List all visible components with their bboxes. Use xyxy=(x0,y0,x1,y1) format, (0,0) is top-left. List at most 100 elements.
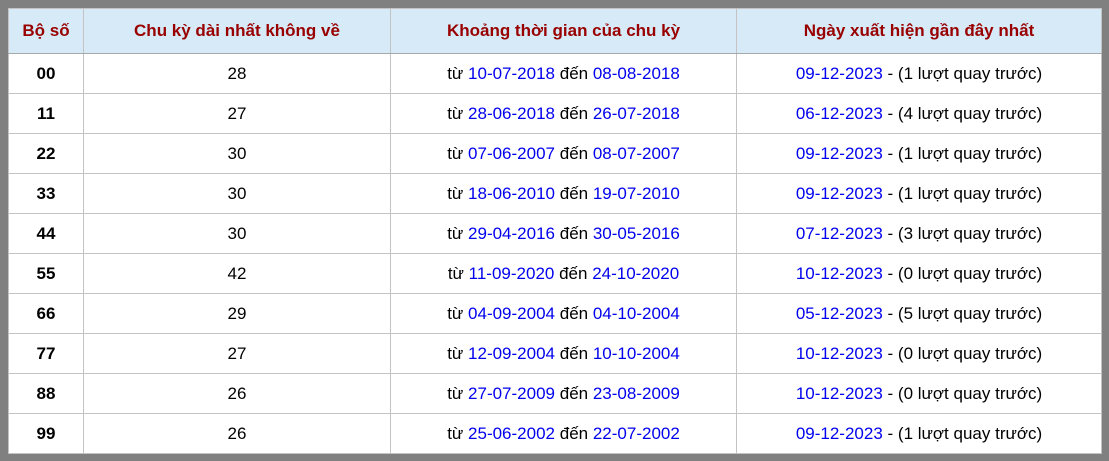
longest-cycle-value: 30 xyxy=(83,213,391,254)
pair-number: 11 xyxy=(8,93,84,134)
to-date-link[interactable]: 22-07-2002 xyxy=(592,423,680,443)
recent-note: - (0 lượt quay trước) xyxy=(887,263,1043,283)
recent-appearance: 10-12-2023 - (0 lượt quay trước) xyxy=(736,253,1102,294)
from-label: từ xyxy=(447,423,464,443)
pair-number: 00 xyxy=(8,53,84,94)
longest-cycle-value: 27 xyxy=(83,333,391,374)
table-row: 11 27 từ 28-06-2018 đến 26-07-2018 06-12… xyxy=(8,93,1102,134)
recent-date-link[interactable]: 09-12-2023 xyxy=(795,143,883,163)
to-label: đến xyxy=(559,183,589,203)
pair-number: 66 xyxy=(8,293,84,334)
recent-date-link[interactable]: 09-12-2023 xyxy=(795,183,883,203)
from-date-link[interactable]: 12-09-2004 xyxy=(468,343,555,363)
recent-date-link[interactable]: 05-12-2023 xyxy=(795,303,883,323)
table-row: 66 29 từ 04-09-2004 đến 04-10-2004 05-12… xyxy=(8,293,1102,334)
to-label: đến xyxy=(559,103,589,123)
table-row: 55 42 từ 11-09-2020 đến 24-10-2020 10-12… xyxy=(8,253,1102,294)
recent-date-link[interactable]: 09-12-2023 xyxy=(795,63,883,83)
col-header-longest-cycle: Chu kỳ dài nhất không về xyxy=(83,8,391,54)
from-label: từ xyxy=(447,263,464,283)
from-label: từ xyxy=(447,223,464,243)
pair-number: 33 xyxy=(8,173,84,214)
to-label: đến xyxy=(559,143,589,163)
longest-cycle-value: 28 xyxy=(83,53,391,94)
to-date-link[interactable]: 23-08-2009 xyxy=(592,383,680,403)
to-label: đến xyxy=(559,423,589,443)
recent-note: - (1 lượt quay trước) xyxy=(887,183,1043,203)
to-date-link[interactable]: 08-07-2007 xyxy=(592,143,680,163)
recent-appearance: 09-12-2023 - (1 lượt quay trước) xyxy=(736,173,1102,214)
pair-number: 99 xyxy=(8,413,84,454)
cycle-period: từ 12-09-2004 đến 10-10-2004 xyxy=(390,333,737,374)
to-date-link[interactable]: 10-10-2004 xyxy=(592,343,680,363)
recent-note: - (4 lượt quay trước) xyxy=(887,103,1043,123)
recent-appearance: 06-12-2023 - (4 lượt quay trước) xyxy=(736,93,1102,134)
from-label: từ xyxy=(447,103,464,123)
from-date-link[interactable]: 11-09-2020 xyxy=(468,263,555,283)
header-row: Bộ số Chu kỳ dài nhất không về Khoảng th… xyxy=(8,8,1102,54)
to-date-link[interactable]: 19-07-2010 xyxy=(592,183,680,203)
recent-date-link[interactable]: 10-12-2023 xyxy=(795,343,883,363)
table-row: 00 28 từ 10-07-2018 đến 08-08-2018 09-12… xyxy=(8,53,1102,94)
recent-date-link[interactable]: 09-12-2023 xyxy=(795,423,883,443)
longest-cycle-value: 30 xyxy=(83,133,391,174)
recent-date-link[interactable]: 10-12-2023 xyxy=(795,263,883,283)
cycle-period: từ 11-09-2020 đến 24-10-2020 xyxy=(390,253,737,294)
lottery-cycle-table: Bộ số Chu kỳ dài nhất không về Khoảng th… xyxy=(8,8,1102,454)
col-header-pair: Bộ số xyxy=(8,8,84,54)
pair-number: 55 xyxy=(8,253,84,294)
longest-cycle-value: 29 xyxy=(83,293,391,334)
to-date-link[interactable]: 26-07-2018 xyxy=(592,103,680,123)
recent-date-link[interactable]: 06-12-2023 xyxy=(795,103,883,123)
recent-note: - (1 lượt quay trước) xyxy=(887,63,1043,83)
longest-cycle-value: 30 xyxy=(83,173,391,214)
recent-date-link[interactable]: 10-12-2023 xyxy=(795,383,883,403)
from-date-link[interactable]: 07-06-2007 xyxy=(468,143,555,163)
cycle-period: từ 28-06-2018 đến 26-07-2018 xyxy=(390,93,737,134)
pair-number: 77 xyxy=(8,333,84,374)
cycle-period: từ 07-06-2007 đến 08-07-2007 xyxy=(390,133,737,174)
recent-note: - (1 lượt quay trước) xyxy=(887,423,1043,443)
table-row: 44 30 từ 29-04-2016 đến 30-05-2016 07-12… xyxy=(8,213,1102,254)
cycle-period: từ 18-06-2010 đến 19-07-2010 xyxy=(390,173,737,214)
recent-note: - (3 lượt quay trước) xyxy=(887,223,1043,243)
to-date-link[interactable]: 08-08-2018 xyxy=(592,63,680,83)
from-label: từ xyxy=(447,303,464,323)
recent-date-link[interactable]: 07-12-2023 xyxy=(795,223,883,243)
recent-appearance: 07-12-2023 - (3 lượt quay trước) xyxy=(736,213,1102,254)
from-date-link[interactable]: 29-04-2016 xyxy=(468,223,555,243)
to-label: đến xyxy=(559,223,589,243)
cycle-period: từ 04-09-2004 đến 04-10-2004 xyxy=(390,293,737,334)
pair-number: 22 xyxy=(8,133,84,174)
recent-appearance: 09-12-2023 - (1 lượt quay trước) xyxy=(736,133,1102,174)
from-date-link[interactable]: 27-07-2009 xyxy=(468,383,555,403)
from-label: từ xyxy=(447,343,464,363)
table-header: Bộ số Chu kỳ dài nhất không về Khoảng th… xyxy=(8,8,1102,54)
table-row: 88 26 từ 27-07-2009 đến 23-08-2009 10-12… xyxy=(8,373,1102,414)
to-date-link[interactable]: 24-10-2020 xyxy=(592,263,680,283)
cycle-period: từ 25-06-2002 đến 22-07-2002 xyxy=(390,413,737,454)
to-date-link[interactable]: 04-10-2004 xyxy=(592,303,680,323)
table-body: 00 28 từ 10-07-2018 đến 08-08-2018 09-12… xyxy=(8,53,1102,454)
recent-appearance: 09-12-2023 - (1 lượt quay trước) xyxy=(736,53,1102,94)
to-date-link[interactable]: 30-05-2016 xyxy=(592,223,680,243)
from-date-link[interactable]: 25-06-2002 xyxy=(468,423,555,443)
from-label: từ xyxy=(447,383,464,403)
pair-number: 44 xyxy=(8,213,84,254)
recent-appearance: 10-12-2023 - (0 lượt quay trước) xyxy=(736,373,1102,414)
from-date-link[interactable]: 04-09-2004 xyxy=(468,303,555,323)
recent-appearance: 05-12-2023 - (5 lượt quay trước) xyxy=(736,293,1102,334)
from-label: từ xyxy=(447,63,464,83)
longest-cycle-value: 42 xyxy=(83,253,391,294)
recent-appearance: 09-12-2023 - (1 lượt quay trước) xyxy=(736,413,1102,454)
longest-cycle-value: 26 xyxy=(83,373,391,414)
longest-cycle-value: 26 xyxy=(83,413,391,454)
recent-note: - (0 lượt quay trước) xyxy=(887,383,1043,403)
to-label: đến xyxy=(559,343,589,363)
table-row: 33 30 từ 18-06-2010 đến 19-07-2010 09-12… xyxy=(8,173,1102,214)
col-header-cycle-period: Khoảng thời gian của chu kỳ xyxy=(390,8,737,54)
from-date-link[interactable]: 18-06-2010 xyxy=(468,183,555,203)
from-date-link[interactable]: 10-07-2018 xyxy=(468,63,555,83)
from-date-link[interactable]: 28-06-2018 xyxy=(468,103,555,123)
